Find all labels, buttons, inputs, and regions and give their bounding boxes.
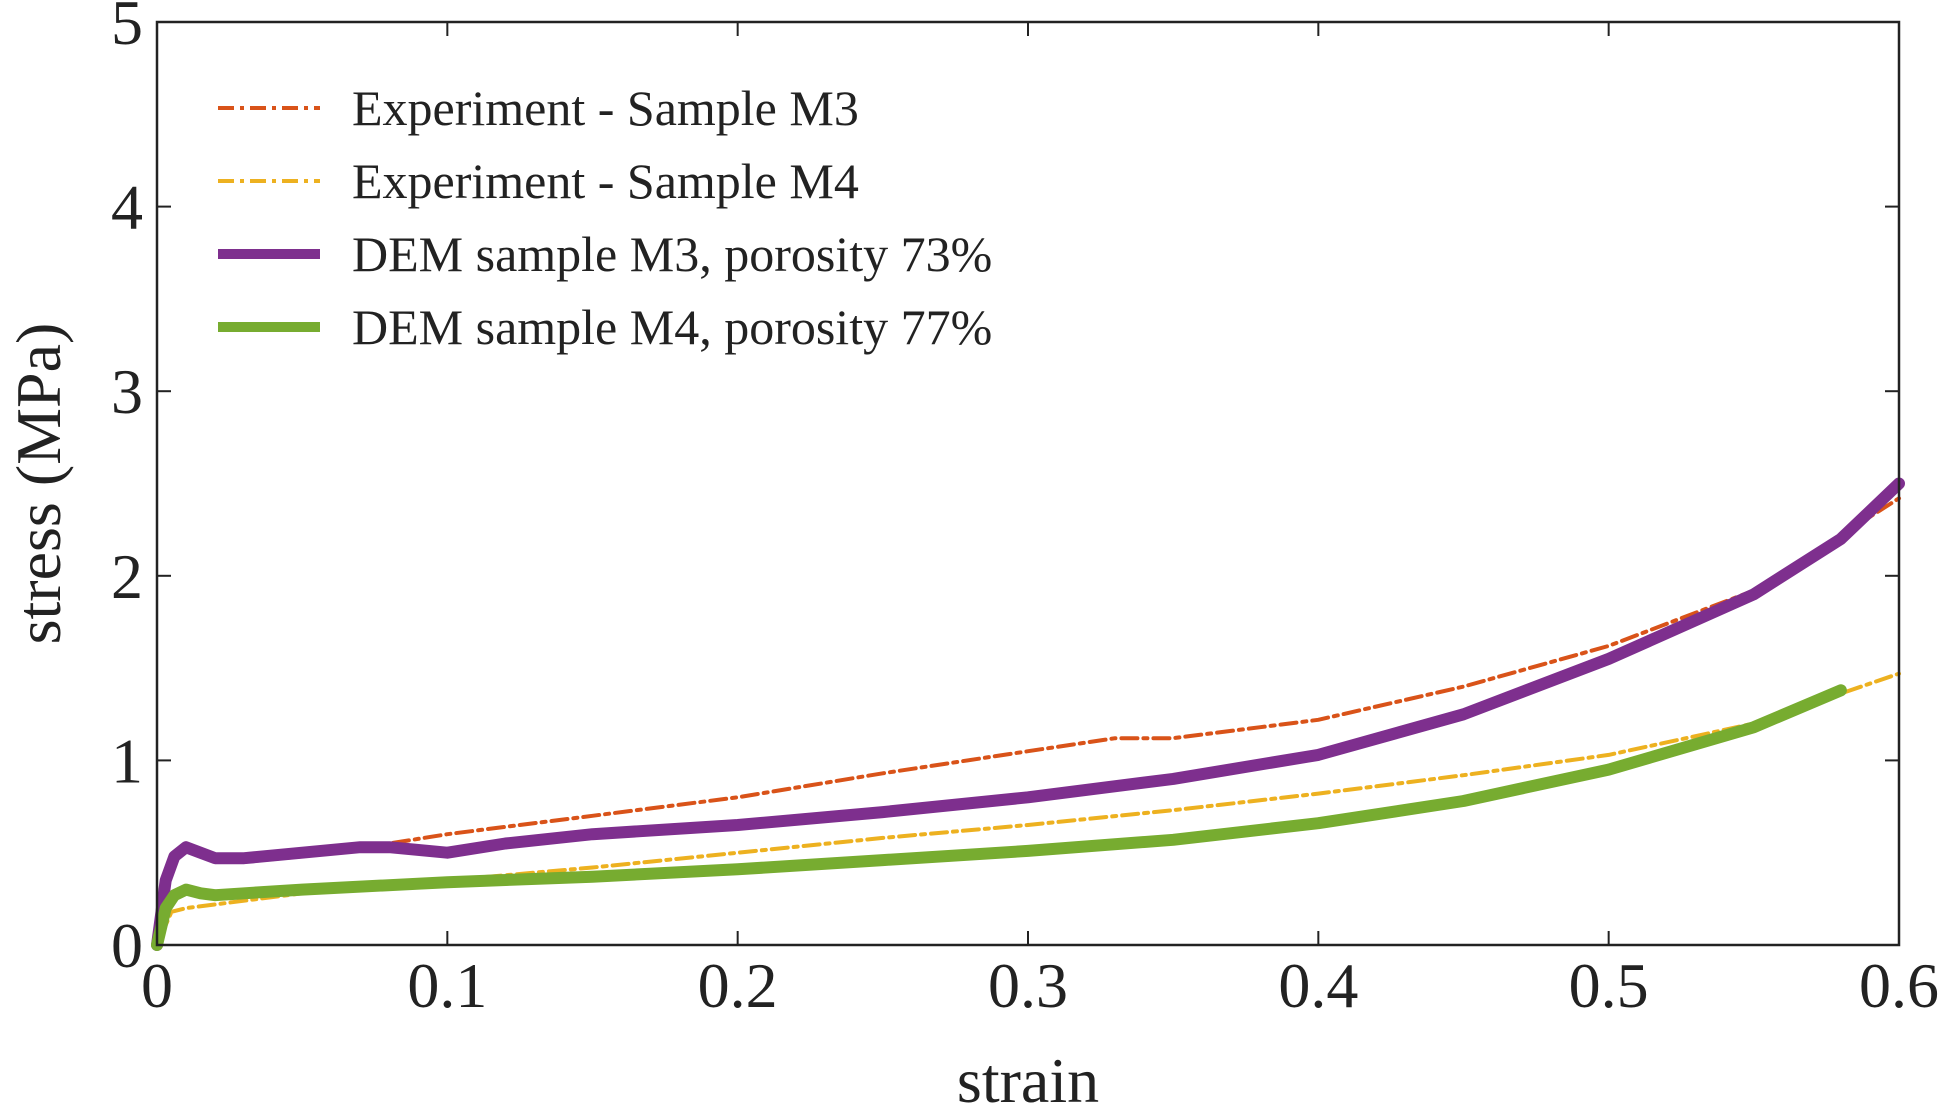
legend-label-2: Experiment - Sample M4 xyxy=(352,153,859,209)
y-tick-label: 1 xyxy=(111,725,143,796)
y-tick-label: 4 xyxy=(111,172,143,243)
y-tick-label: 3 xyxy=(111,356,143,427)
ticks-layer: 0 0.1 0.2 0.3 0.4 0.5 0.6 0 1 2 3 4 5 xyxy=(111,0,1939,1021)
legend-label-3: DEM sample M3, porosity 73% xyxy=(352,226,992,282)
y-tick-label: 2 xyxy=(111,541,143,612)
x-axis-label: strain xyxy=(957,1045,1099,1115)
legend-label-1: Experiment - Sample M3 xyxy=(352,80,859,136)
x-tick-label: 0 xyxy=(141,950,173,1021)
legend-label-4: DEM sample M4, porosity 77% xyxy=(352,299,992,355)
y-tick-label: 5 xyxy=(111,0,143,58)
legend: Experiment - Sample M3 Experiment - Sampl… xyxy=(218,80,992,355)
x-tick-label: 0.3 xyxy=(988,950,1068,1021)
series-line-4 xyxy=(151,684,1847,951)
x-tick-label: 0.4 xyxy=(1278,950,1358,1021)
series-line-3 xyxy=(151,477,1905,951)
series-layer xyxy=(151,477,1905,951)
x-tick-label: 0.2 xyxy=(698,950,778,1021)
y-axis-label: stress (MPa) xyxy=(3,323,74,645)
y-tick-label: 0 xyxy=(111,910,143,981)
series-line-2 xyxy=(155,671,1901,947)
x-tick-label: 0.1 xyxy=(407,950,487,1021)
x-tick-label: 0.6 xyxy=(1859,950,1939,1021)
x-tick-label: 0.5 xyxy=(1569,950,1649,1021)
